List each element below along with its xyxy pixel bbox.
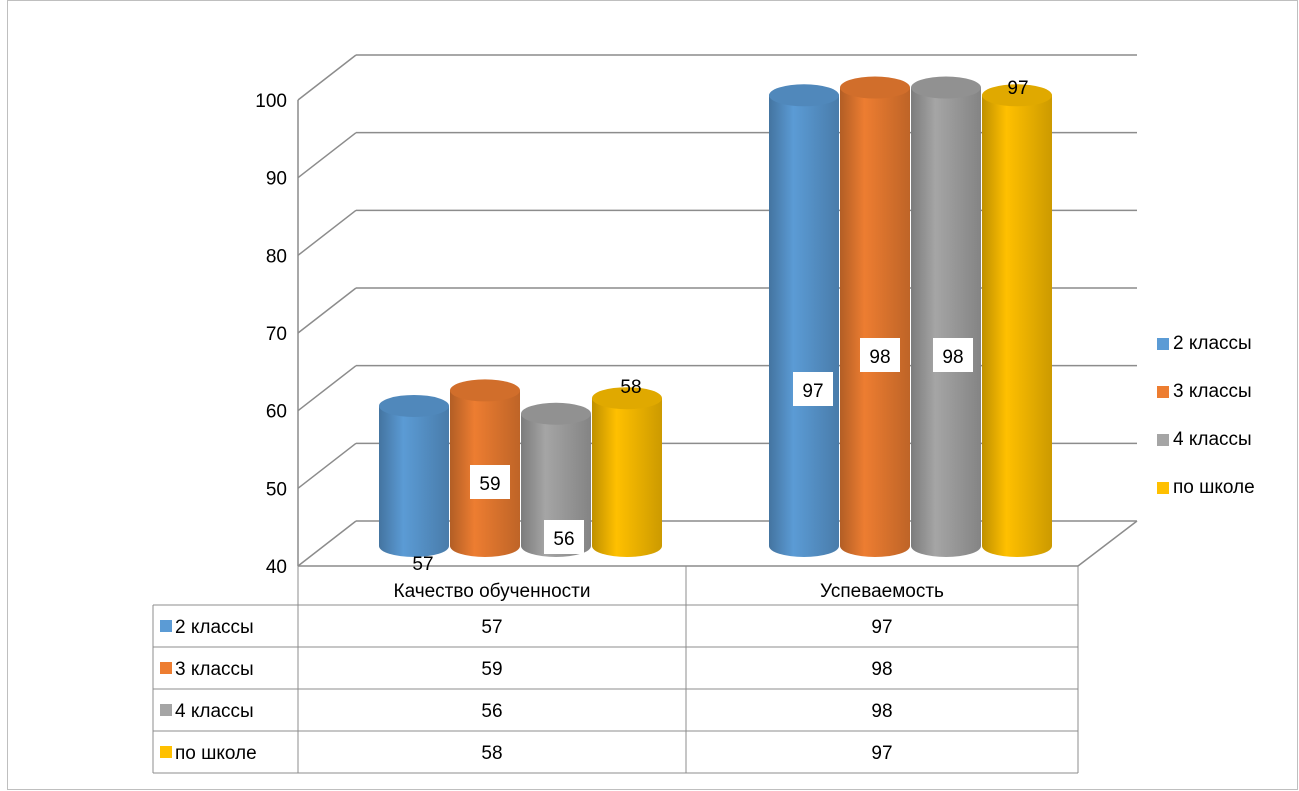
legend-item: по школе [1157,464,1255,512]
data-label: 98 [869,347,890,368]
table-cell: 97 [871,617,892,638]
data-label-box [470,465,510,499]
table-row-swatch [160,662,172,674]
data-label: 56 [553,529,574,550]
bar-top [911,76,981,99]
data-table: Качество обученности Успеваемость 2 классы… [152,566,1079,774]
bar-top [450,379,520,402]
data-label: 97 [802,381,823,402]
legend-item: 3 классы [1157,368,1255,416]
legend-swatch [1157,482,1169,494]
data-label: 58 [620,377,641,398]
table-cell: 98 [871,659,892,680]
data-label-box [860,338,900,372]
y-tick-label: 40 [266,557,287,578]
bars: 57 59 56 58 97 98 98 97 [379,76,1052,575]
gridline-side [297,365,357,412]
gridline-side [297,442,357,489]
gridline-side [297,54,357,101]
table-row-label: 4 классы [175,701,254,722]
bar-body [840,87,910,558]
table-row-swatch [160,620,172,632]
legend-item: 4 классы [1157,416,1255,464]
bar-1-0: 97 [769,84,839,558]
chart-frame [7,0,1298,790]
bar-0-0: 57 [379,394,449,575]
gridline-side [297,132,357,179]
table-row-swatch [160,746,172,758]
bar-top [379,394,449,417]
y-tick-label: 80 [266,246,287,267]
legend: 2 классы 3 классы 4 классы по школе [1157,320,1255,512]
legend-label: 2 классы [1173,333,1252,354]
table-cell: 97 [871,743,892,764]
bar-body [769,95,839,558]
bar-top [592,387,662,410]
gridline-side [297,287,357,334]
data-label: 59 [479,474,500,495]
bar-1-1: 98 [840,76,910,558]
data-label-box [544,520,584,554]
y-tick-label: 50 [266,479,287,500]
y-tick-label: 90 [266,169,287,190]
y-tick-label: 70 [266,324,287,345]
table-row-label: по школе [175,743,257,764]
data-label: 97 [1007,78,1028,99]
gridline-side [297,209,357,256]
bar-body [982,95,1052,558]
bar-top [521,402,591,425]
bar-body [379,405,449,557]
bar-body [592,398,662,557]
y-tick-label: 100 [255,91,287,112]
data-label: 57 [412,554,433,575]
legend-swatch [1157,386,1169,398]
floor-right-edge [1077,520,1138,567]
gridline-side [297,520,357,567]
data-label: 98 [942,347,963,368]
bar-1-3: 97 [982,78,1052,558]
bar-0-3: 58 [592,377,662,557]
table-header: Успеваемость [820,581,944,602]
table-header: Качество обученности [394,581,591,602]
table-cell: 57 [481,617,502,638]
bar-1-2: 98 [911,76,981,558]
table-row-swatch [160,704,172,716]
bar-body [911,87,981,558]
bar-top [769,84,839,107]
data-label-box [933,338,973,372]
table-row-label: 3 классы [175,659,254,680]
bar-0-1: 59 [450,379,520,557]
table-cell: 58 [481,743,502,764]
legend-label: 3 классы [1173,381,1252,402]
data-label-box [793,372,833,406]
legend-item: 2 классы [1157,320,1255,368]
table-cell: 59 [481,659,502,680]
y-tick-label: 60 [266,402,287,423]
table-cell: 98 [871,701,892,722]
bar-0-2: 56 [521,402,591,557]
legend-swatch [1157,338,1169,350]
legend-label: по школе [1173,477,1255,498]
table-cell: 56 [481,701,502,722]
bar-top [982,84,1052,107]
legend-label: 4 классы [1173,429,1252,450]
table-row-label: 2 классы [175,617,254,638]
legend-swatch [1157,434,1169,446]
bar-top [840,76,910,99]
